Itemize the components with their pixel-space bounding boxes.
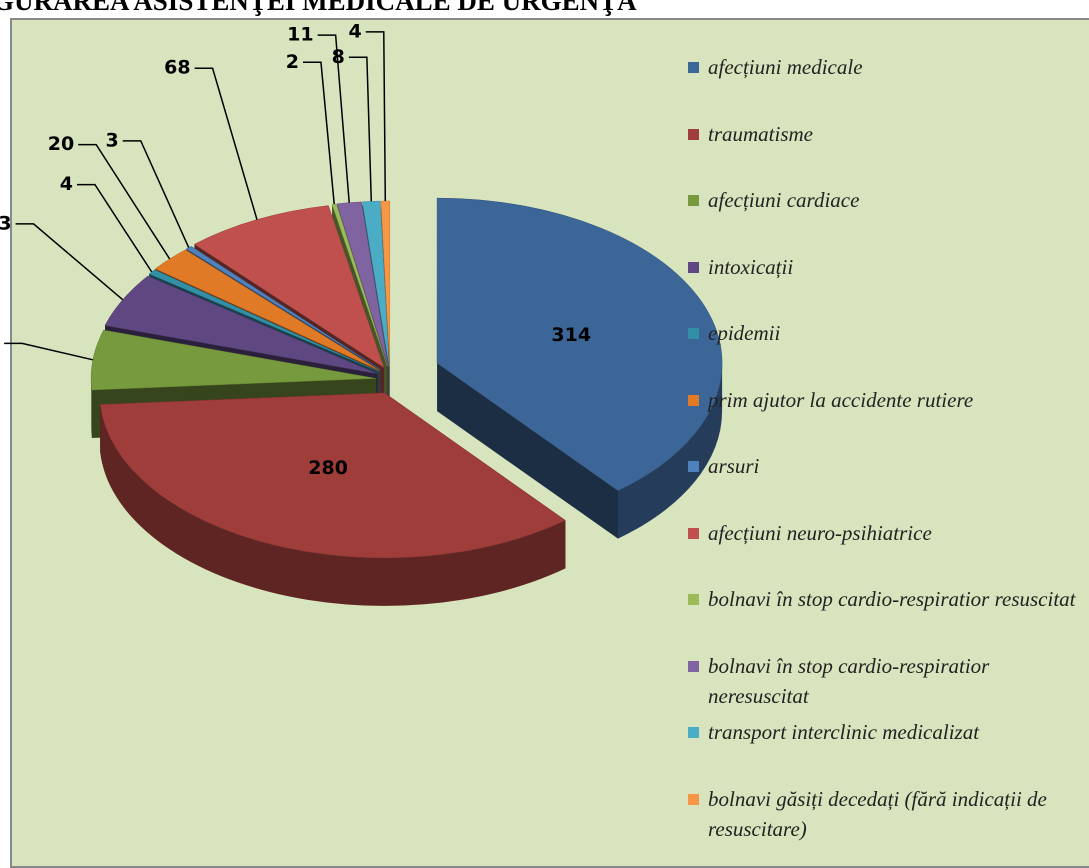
legend-label: epidemii [708,318,780,348]
legend-label: bolnavi în stop cardio-respiratior resus… [708,584,1076,614]
data-label: 314 [551,324,591,346]
legend-item: transport interclinic medicalizat [688,717,1083,747]
data-label: 68 [164,57,190,79]
legend-label: prim ajutor la accidente rutiere [708,385,973,415]
legend-swatch [688,395,699,406]
legend-label: afecțiuni cardiace [708,185,859,215]
legend-label: afecțiuni neuro-psihiatrice [708,518,932,548]
legend-swatch [688,727,699,738]
data-label: 43 [0,212,12,234]
legend-item: bolnavi în stop cardio-respiratior neres… [688,651,1083,711]
leader-line [303,62,334,204]
legend-item: bolnavi în stop cardio-respiratior resus… [688,584,1083,614]
data-label: 2 [286,51,299,73]
leader-line [349,57,371,201]
data-label: 11 [287,24,313,46]
data-label: 4 [349,20,362,42]
legend-swatch [688,661,699,672]
legend-label: arsuri [708,451,759,481]
legend-item: traumatisme [688,119,1083,149]
legend-swatch [688,62,699,73]
legend-swatch [688,129,699,140]
legend-item: arsuri [688,451,1083,481]
data-label: 280 [308,457,348,479]
data-label: 20 [48,133,74,155]
legend-label: intoxicații [708,252,793,282]
legend-swatch [688,461,699,472]
legend-item: afecțiuni cardiace [688,185,1083,215]
data-label: 8 [332,46,345,68]
legend-swatch [688,195,699,206]
legend-label: afecțiuni medicale [708,52,863,82]
data-label: 4 [60,173,73,195]
leader-line [78,145,170,259]
legend-item: intoxicații [688,252,1083,282]
leader-line [123,141,189,248]
legend-item: prim ajutor la accidente rutiere [688,385,1083,415]
leader-line [195,68,257,219]
legend-label: traumatisme [708,119,813,149]
legend-label: bolnavi în stop cardio-respiratior neres… [708,651,1083,711]
legend-swatch [688,262,699,273]
legend-swatch [688,528,699,539]
legend-label: transport interclinic medicalizat [708,717,979,747]
legend-item: afecțiuni medicale [688,52,1083,82]
legend-swatch [688,794,699,805]
legend-item: epidemii [688,318,1083,348]
leader-line [77,185,152,272]
data-label: 3 [106,129,119,151]
legend-item: afecțiuni neuro-psihiatrice [688,518,1083,548]
legend-swatch [688,594,699,605]
leader-line [16,224,123,300]
legend-item: bolnavi găsiți decedați (fără indicații … [688,784,1083,844]
legend-swatch [688,328,699,339]
leader-line [4,343,93,359]
legend-label: bolnavi găsiți decedați (fără indicații … [708,784,1083,844]
